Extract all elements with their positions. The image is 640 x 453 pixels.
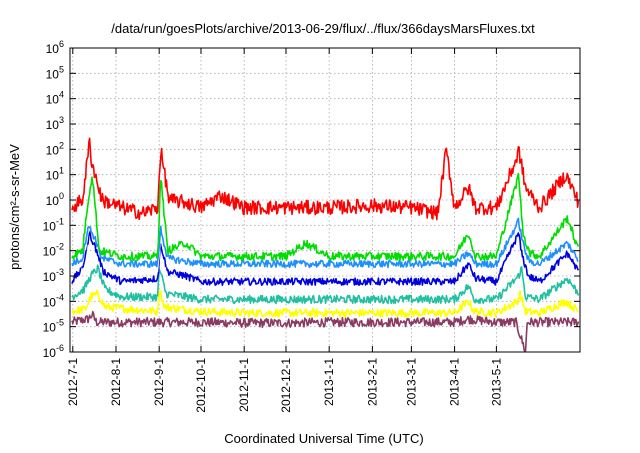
series-group [71, 137, 580, 353]
x-tick-label: 2013-4-1 [448, 358, 462, 406]
x-tick-label: 2012-10-1 [194, 358, 208, 413]
y-tick-label: 10-3 [43, 267, 64, 284]
grid [70, 48, 580, 352]
x-tick-label: 2012-7-1 [66, 358, 80, 406]
y-tick-label: 105 [46, 64, 64, 81]
x-tick-label: 2012-9-1 [152, 358, 166, 406]
y-tick-labels: 10-6 10-5 10-4 10-3 10-2 10-1 100 101 102 103 104 1… [43, 39, 64, 360]
series-line-2 [71, 289, 579, 318]
x-axis-label: Coordinated Universal Time (UTC) [224, 431, 423, 446]
y-tick-label: 101 [46, 166, 64, 183]
y-tick-label: 10-1 [43, 216, 64, 233]
y-tick-label: 10-4 [43, 292, 64, 309]
x-tick-label: 2013-5-1 [489, 358, 503, 406]
y-tick-label: 10-2 [43, 242, 64, 259]
chart-title: /data/run/goesPlots/archive/2013-06-29/f… [111, 21, 535, 36]
x-tick-label: 2012-11-1 [237, 358, 251, 412]
series-line-1 [71, 310, 580, 353]
series-line-5 [71, 225, 579, 275]
series-line-8 [71, 137, 580, 221]
axes [69, 47, 581, 353]
series-line-4 [71, 229, 580, 286]
series-line-6 [71, 217, 579, 269]
y-tick-label: 102 [46, 140, 64, 157]
x-tick-label: 2013-2-1 [365, 358, 379, 406]
x-tick-label: 2012-12-1 [279, 358, 293, 413]
x-tick-labels: 2012-7-1 2012-8-1 2012-9-1 2012-10-1 2012-11… [66, 358, 504, 413]
series-line-3 [71, 264, 580, 305]
y-tick-label: 103 [46, 115, 64, 132]
y-tick-label: 100 [46, 191, 64, 208]
y-tick-label: 10-5 [43, 318, 64, 335]
plot-frame [69, 47, 581, 353]
series-line-7 [71, 172, 580, 262]
x-tick-label: 2013-3-1 [404, 358, 418, 406]
y-tick-label: 104 [46, 90, 64, 107]
y-tick-label: 106 [46, 39, 64, 56]
y-axis-label: protons/cm²-s-sr-MeV [7, 144, 22, 270]
x-tick-label: 2012-8-1 [109, 358, 123, 406]
x-tick-label: 2013-1-1 [322, 358, 336, 406]
y-tick-label: 10-6 [43, 343, 64, 360]
